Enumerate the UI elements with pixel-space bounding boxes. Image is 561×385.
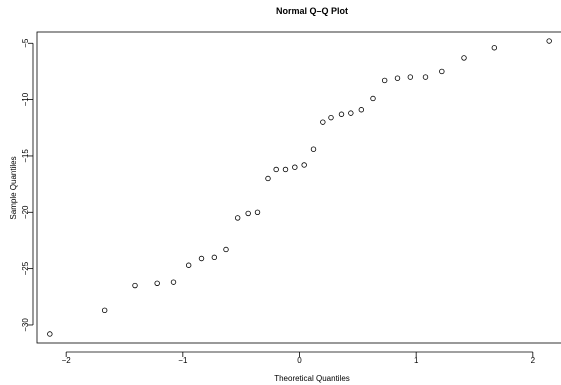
- x-axis: −2 −1 0 1 2: [62, 351, 536, 365]
- data-point: [254, 209, 261, 215]
- y-tick-label: −25: [21, 261, 30, 275]
- y-axis: −30 −25 −20 −15 −10 −5: [21, 38, 34, 332]
- data-point: [328, 114, 334, 121]
- x-tick-label: 2: [531, 356, 536, 365]
- data-point: [47, 331, 53, 337]
- data-point: [170, 279, 177, 285]
- data-point: [301, 162, 307, 168]
- y-tick-label: −20: [21, 205, 30, 219]
- data-point: [320, 119, 326, 125]
- x-tick-label: 1: [414, 356, 419, 365]
- data-point: [223, 246, 229, 253]
- data-point: [358, 107, 365, 113]
- data-point: [265, 175, 271, 182]
- data-point: [381, 77, 388, 84]
- data-point: [439, 68, 445, 75]
- data-point: [310, 146, 317, 152]
- data-point: [101, 307, 108, 314]
- data-point: [234, 215, 241, 221]
- data-point: [546, 38, 552, 44]
- data-point: [348, 110, 354, 116]
- data-point: [282, 166, 289, 173]
- data-point: [461, 55, 467, 61]
- data-point: [292, 164, 298, 170]
- y-tick-label: −15: [21, 149, 30, 163]
- y-tick-label: −30: [21, 318, 30, 332]
- data-point: [132, 282, 138, 289]
- x-tick-label: −2: [62, 356, 72, 365]
- data-point: [394, 75, 401, 81]
- data-point: [422, 74, 429, 80]
- data-point: [185, 262, 192, 268]
- data-point: [407, 74, 414, 80]
- chart-title: Normal Q–Q Plot: [276, 6, 348, 16]
- data-point: [273, 166, 279, 173]
- x-tick-label: −1: [178, 356, 188, 365]
- data-point: [491, 45, 498, 51]
- data-point: [245, 210, 251, 217]
- y-tick-label: −5: [21, 38, 30, 48]
- data-point: [154, 280, 160, 286]
- data-point: [198, 255, 205, 262]
- y-tick-label: −10: [21, 92, 30, 106]
- data-points: [47, 38, 552, 337]
- x-tick-label: 0: [297, 356, 302, 365]
- data-point: [211, 254, 218, 261]
- x-axis-label: Theoretical Quantiles: [274, 374, 350, 383]
- data-point: [338, 111, 345, 117]
- plot-frame: [36, 31, 561, 344]
- y-axis-label: Sample Quantiles: [9, 156, 18, 219]
- data-point: [370, 95, 376, 102]
